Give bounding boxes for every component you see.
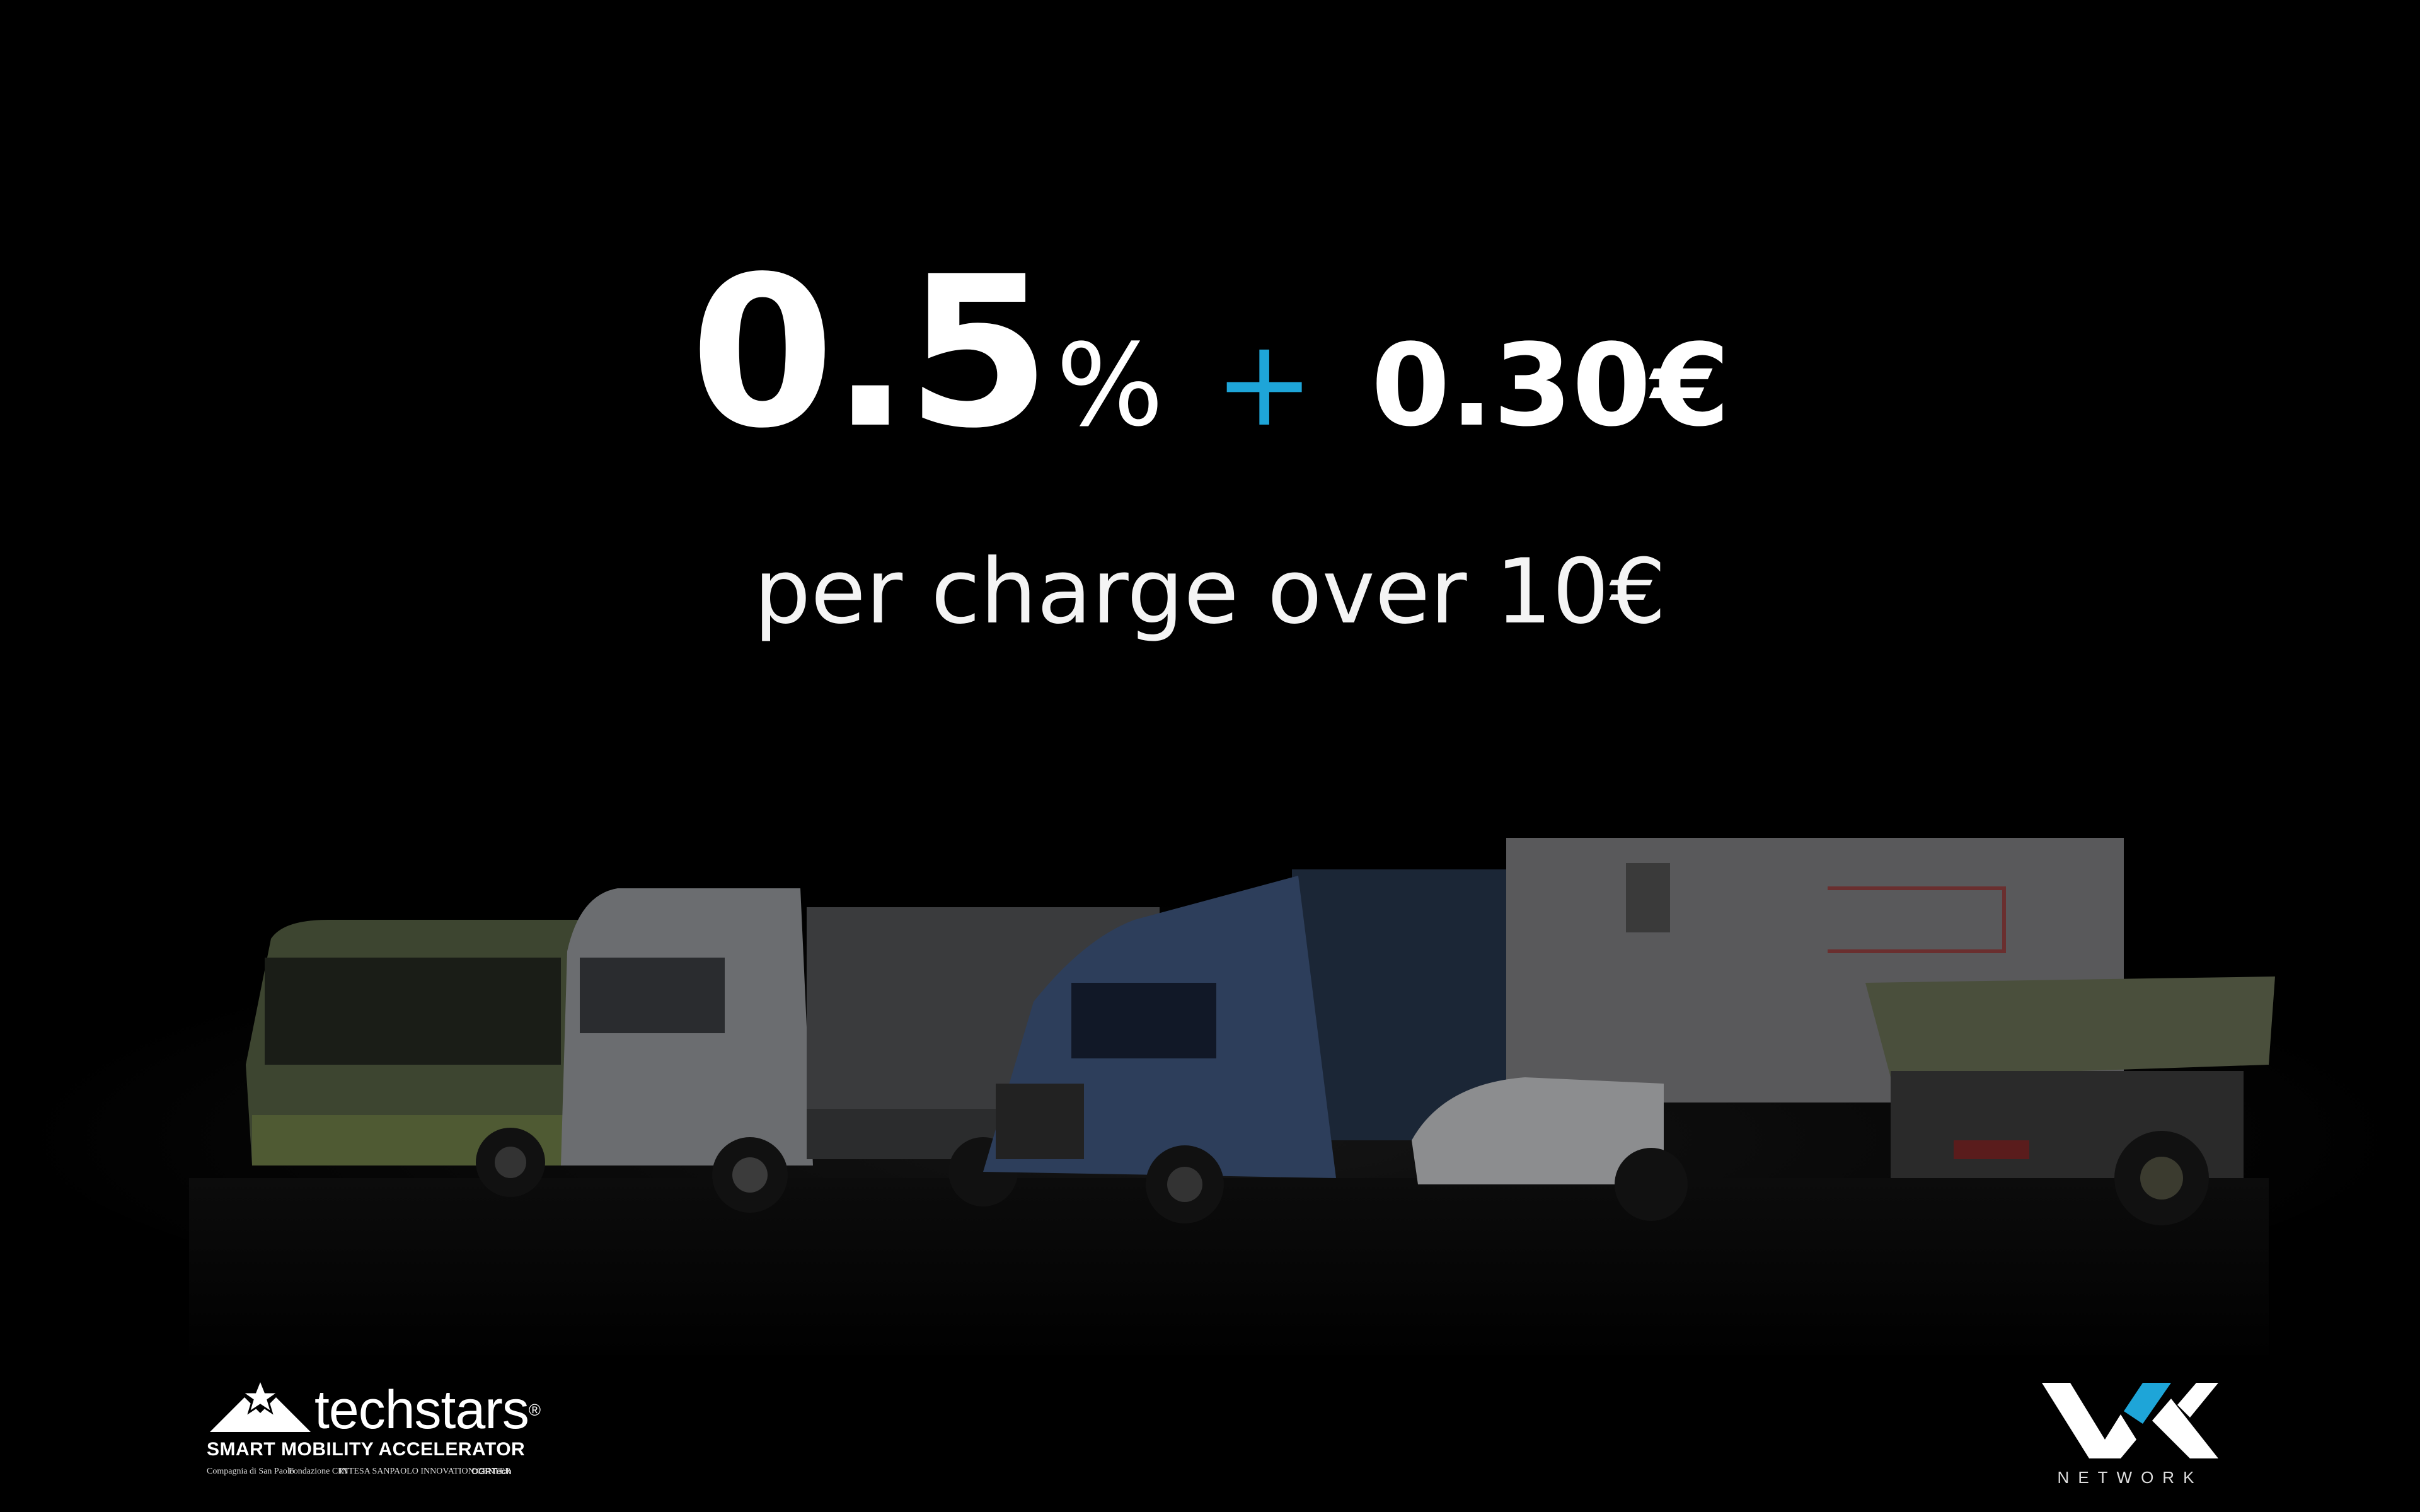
price-headline: 0.5% +0.30€ (0, 239, 2420, 466)
partner-fondazione: Fondazione CRT (289, 1467, 349, 1476)
vx-network-logo: NETWORK (2036, 1380, 2225, 1493)
percent-value: 0.5 (689, 232, 1051, 474)
vx-logo-mark (2042, 1383, 2218, 1458)
partner-ogrtech: OGRTech (471, 1466, 512, 1476)
plus-sign: + (1214, 314, 1315, 453)
price-condition: per charge over 10€ (754, 540, 1666, 644)
agri-machine-graphic (1865, 976, 2275, 1225)
footer-bar (0, 1354, 2420, 1512)
vehicles-lineup-image (13, 838, 2407, 1367)
techstars-star-icon (210, 1378, 311, 1432)
percent-sign: % (1056, 320, 1164, 452)
partner-intesa: INTESA SANPAOLO INNOVATION CENTER (339, 1467, 511, 1476)
techstars-partners: Compagnia di San Paolo Fondazione CRT IN… (207, 1467, 522, 1486)
fixed-fee: 0.30€ (1371, 320, 1731, 452)
vx-network-label: NETWORK (2057, 1468, 2203, 1487)
techstars-wordmark: techstars® (314, 1380, 541, 1440)
bus-graphic (246, 920, 580, 1197)
partner-compagnia: Compagnia di San Paolo (207, 1467, 294, 1476)
techstars-program: SMART MOBILITY ACCELERATOR (207, 1439, 526, 1460)
techstars-logo: techstars® SMART MOBILITY ACCELERATOR Co… (204, 1378, 541, 1492)
